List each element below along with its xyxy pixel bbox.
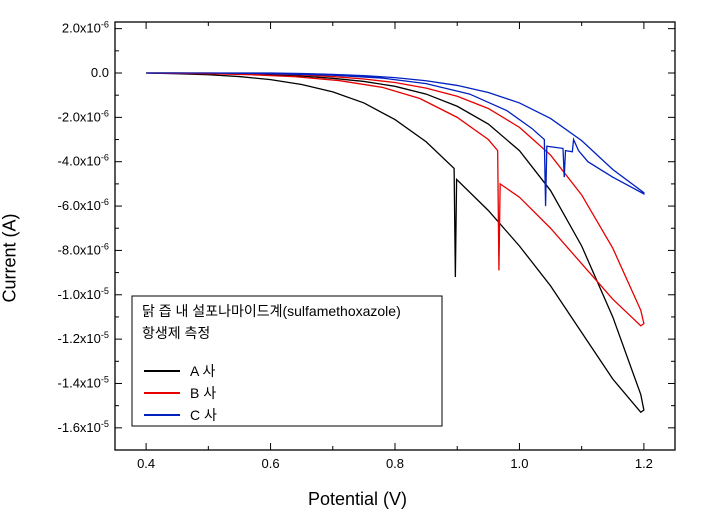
chart-container: Current (A) Potential (V) 0.4 0.6 0.8 1.0 1.… (0, 0, 715, 516)
svg-text:0.8: 0.8 (386, 456, 404, 471)
svg-text:-2.0x10-6: -2.0x10-6 (58, 108, 109, 124)
legend-item-B: B 사 (190, 385, 216, 401)
svg-text:2.0x10-6: 2.0x10-6 (62, 20, 109, 36)
svg-text:-6.0x10-6: -6.0x10-6 (58, 197, 109, 213)
svg-text:-1.6x10-5: -1.6x10-5 (58, 419, 109, 435)
svg-text:-4.0x10-6: -4.0x10-6 (58, 153, 109, 169)
legend-item-A: A 사 (190, 363, 215, 379)
chart-svg: 0.4 0.6 0.8 1.0 1.2 -1.6x10-5 -1.4x10-5 -1.2x10… (0, 0, 715, 516)
svg-text:-1.4x10-5: -1.4x10-5 (58, 374, 109, 390)
svg-text:0.6: 0.6 (262, 456, 280, 471)
svg-text:-1.0x10-5: -1.0x10-5 (58, 286, 109, 302)
x-axis-label: Potential (V) (308, 489, 407, 510)
legend-title-2: 항생제 측정 (142, 325, 210, 341)
y-axis-label: Current (A) (0, 213, 21, 302)
legend-title-1: 닭 즙 내 설포나마이드계(sulfamethoxazole) (142, 303, 401, 319)
svg-text:0.4: 0.4 (137, 456, 155, 471)
svg-text:-8.0x10-6: -8.0x10-6 (58, 241, 109, 257)
svg-text:0.0: 0.0 (91, 65, 109, 80)
svg-text:-1.2x10-5: -1.2x10-5 (58, 330, 109, 346)
svg-text:1.0: 1.0 (510, 456, 528, 471)
legend-item-C: C 사 (190, 407, 217, 423)
svg-text:1.2: 1.2 (635, 456, 653, 471)
